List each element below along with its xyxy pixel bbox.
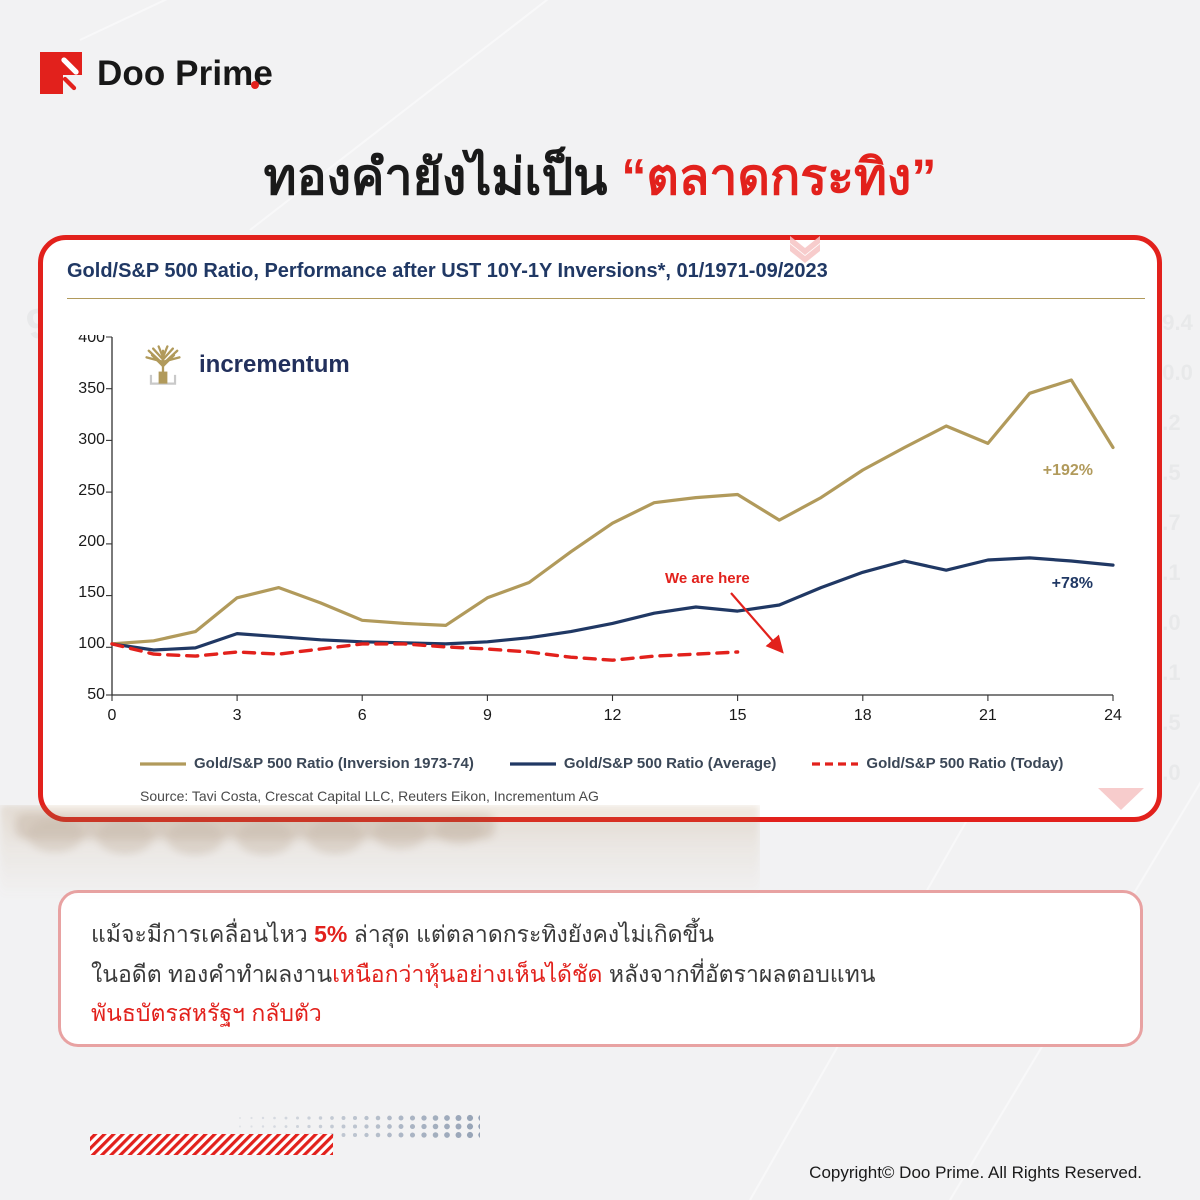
svg-text:18: 18 xyxy=(854,707,872,724)
svg-text:50: 50 xyxy=(87,686,105,703)
svg-text:6: 6 xyxy=(358,707,367,724)
svg-text:21: 21 xyxy=(979,707,997,724)
svg-text:+78%: +78% xyxy=(1052,575,1093,592)
svg-text:+192%: +192% xyxy=(1043,462,1093,479)
svg-text:400: 400 xyxy=(78,335,105,346)
svg-text:We are here: We are here xyxy=(665,570,750,587)
svg-text:15: 15 xyxy=(729,707,747,724)
svg-text:12: 12 xyxy=(604,707,622,724)
svg-text:9: 9 xyxy=(483,707,492,724)
svg-text:100: 100 xyxy=(78,635,105,652)
svg-text:24: 24 xyxy=(1104,707,1122,724)
svg-text:3: 3 xyxy=(233,707,242,724)
svg-text:150: 150 xyxy=(78,584,105,601)
svg-text:0: 0 xyxy=(108,707,117,724)
svg-text:350: 350 xyxy=(78,380,105,397)
svg-text:200: 200 xyxy=(78,533,105,550)
svg-text:300: 300 xyxy=(78,431,105,448)
svg-text:250: 250 xyxy=(78,482,105,499)
